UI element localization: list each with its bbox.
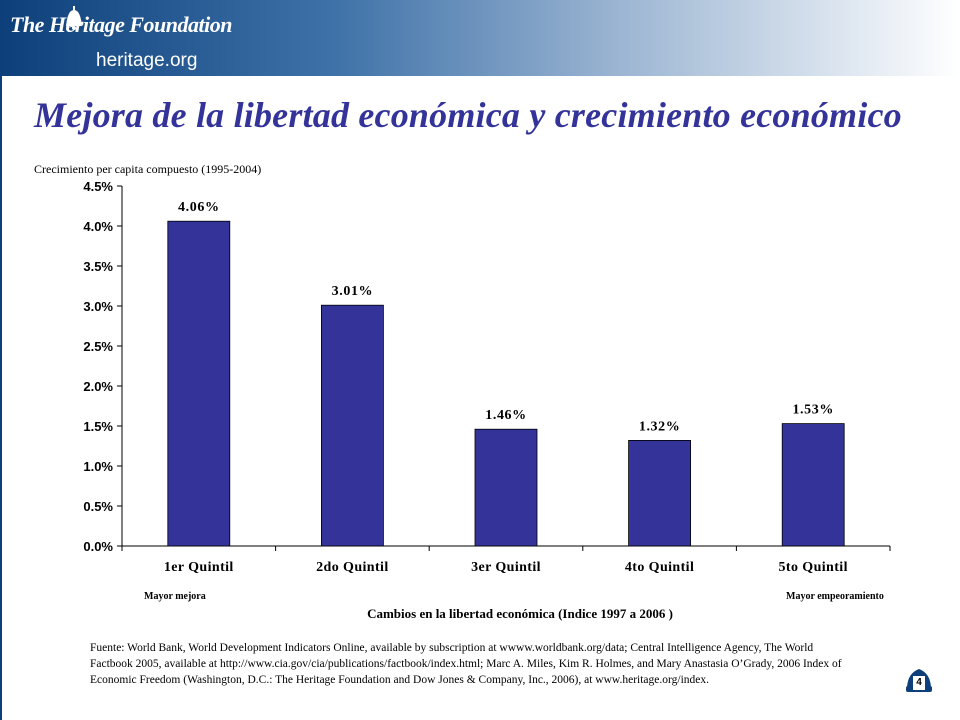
- x-annotation-left: Mayor mejora: [144, 591, 206, 602]
- data-label: 4.06%: [178, 200, 220, 215]
- y-axis-label: Crecimiento per capita compuesto (1995-2…: [34, 162, 262, 176]
- data-label: 1.53%: [792, 403, 834, 418]
- data-label: 3.01%: [332, 284, 374, 299]
- y-tick-label: 1.0%: [83, 459, 113, 474]
- header-banner: [0, 0, 960, 76]
- x-annotation-right: Mayor empeoramiento: [786, 591, 884, 602]
- y-tick-label: 2.0%: [83, 379, 113, 394]
- y-tick-label: 4.0%: [83, 219, 113, 234]
- page-number-badge[interactable]: [904, 665, 934, 695]
- bar: [628, 439, 691, 547]
- y-tick-label: 3.5%: [83, 259, 113, 274]
- data-label: 1.46%: [485, 408, 527, 423]
- source-citation: Fuente: World Bank, World Development In…: [90, 642, 842, 686]
- liberty-bell-icon: [66, 6, 82, 30]
- y-tick-label: 4.5%: [83, 179, 113, 194]
- bar-chart: 0.0% 0.5% 1.0% 1.5% 2.0% 2.5% 3.0% 3.5% 4.0% 4.5%…: [83, 179, 891, 575]
- y-tick-label: 0.0%: [83, 539, 113, 554]
- x-axis-label: Cambios en la libertad económica (Indice…: [367, 606, 673, 621]
- y-tick-label: 1.5%: [83, 419, 113, 434]
- bar: [167, 220, 231, 547]
- bar: [320, 304, 384, 547]
- x-tick-label: 3er Quintil: [471, 560, 541, 575]
- data-label: 1.32%: [639, 419, 681, 434]
- x-tick-label: 5to Quintil: [779, 560, 848, 575]
- y-tick-label: 3.0%: [83, 299, 113, 314]
- bar: [474, 428, 538, 547]
- logo-url: heritage.org: [96, 50, 198, 71]
- heritage-logo[interactable]: The Heritage Foundation heritage.org: [10, 6, 232, 72]
- x-tick-label: 1er Quintil: [164, 560, 234, 575]
- slide-title: Mejora de la libertad económica y crecim…: [34, 95, 902, 135]
- page-number: 4: [916, 677, 922, 688]
- bar: [781, 423, 845, 547]
- logo-wordmark: The Heritage Foundation: [10, 12, 232, 37]
- y-tick-label: 2.5%: [83, 339, 113, 354]
- y-tick-label: 0.5%: [83, 499, 113, 514]
- left-rule: [0, 76, 2, 720]
- x-tick-label: 4to Quintil: [625, 560, 694, 575]
- x-tick-label: 2do Quintil: [316, 560, 388, 575]
